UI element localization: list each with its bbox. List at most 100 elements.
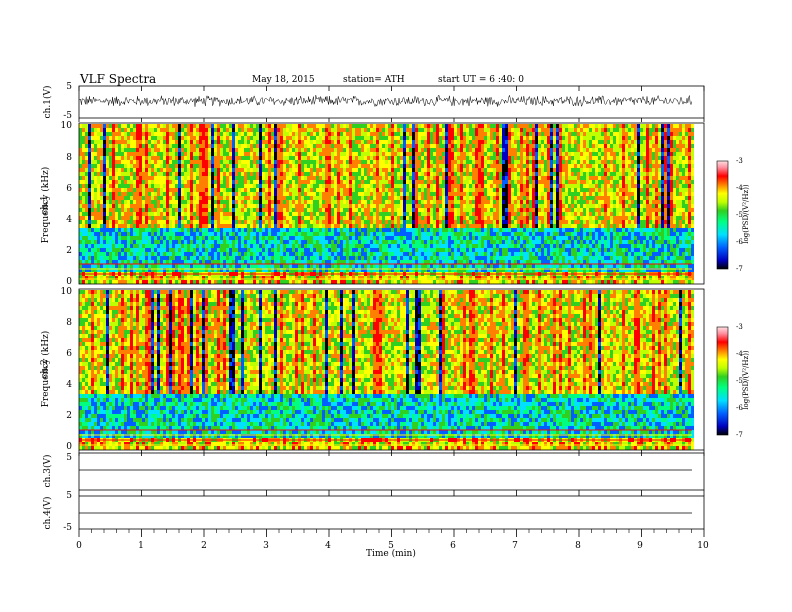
spectrogram-cell xyxy=(409,172,412,176)
spectrogram-cell xyxy=(364,164,367,168)
spectrogram-cell xyxy=(346,184,349,188)
spectrogram-cell xyxy=(238,192,241,196)
spectrogram-cell xyxy=(190,236,193,240)
spectrogram-cell xyxy=(160,248,163,252)
spectrogram-cell xyxy=(292,252,295,256)
spectrogram-cell xyxy=(382,204,385,208)
spectrogram-cell xyxy=(412,192,415,196)
spectrogram-cell xyxy=(85,156,88,160)
spectrogram-cell xyxy=(316,244,319,248)
spectrogram-cell xyxy=(235,152,238,156)
spectrogram-cell xyxy=(112,244,115,248)
spectrogram-cell xyxy=(352,160,355,164)
spectrogram-cell xyxy=(184,196,187,200)
spectrogram-cell xyxy=(262,240,265,244)
spectrogram-cell xyxy=(412,228,415,232)
spectrogram-cell xyxy=(394,260,397,264)
spectrogram-cell xyxy=(376,188,379,192)
spectrogram-cell xyxy=(403,168,406,172)
spectrogram-cell xyxy=(142,168,145,172)
spectrogram-cell xyxy=(100,132,103,136)
spectrogram-cell xyxy=(199,180,202,184)
spectrogram-cell xyxy=(103,212,106,216)
spectrogram-cell xyxy=(118,132,121,136)
spectrogram-cell xyxy=(163,268,166,272)
spectrogram-cell xyxy=(346,260,349,264)
spectrogram-cell xyxy=(166,232,169,236)
spectrogram-cell xyxy=(364,244,367,248)
spectrogram-cell xyxy=(382,236,385,240)
spectrogram-cell xyxy=(325,184,328,188)
spectrogram-cell xyxy=(217,252,220,256)
spectrogram-cell xyxy=(145,180,148,184)
spectrogram-cell xyxy=(439,256,442,260)
spectrogram-cell xyxy=(325,224,328,228)
spectrogram-cell xyxy=(196,152,199,156)
spectrogram-cell xyxy=(196,156,199,160)
spectrogram-cell xyxy=(313,232,316,236)
spectrogram-cell xyxy=(277,180,280,184)
spectrogram-cell xyxy=(97,164,100,168)
spectrogram-cell xyxy=(361,208,364,212)
spectrogram-cell xyxy=(163,128,166,132)
spectrogram-cell xyxy=(232,256,235,260)
ch1-waveform-panel xyxy=(78,94,693,108)
spectrogram-cell xyxy=(289,212,292,216)
spectrogram-cell xyxy=(241,128,244,132)
spectrogram-cell xyxy=(373,280,376,284)
spectrogram-cell xyxy=(250,232,253,236)
spectrogram-cell xyxy=(268,208,271,212)
spectrogram-cell xyxy=(313,256,316,260)
spectrogram-cell xyxy=(349,148,352,152)
spectrogram-cell xyxy=(160,188,163,192)
spectrogram-cell xyxy=(370,260,373,264)
spectrogram-cell xyxy=(382,248,385,252)
spectrogram-cell xyxy=(349,256,352,260)
spectrogram-cell xyxy=(196,176,199,180)
spectrogram-cell xyxy=(304,204,307,208)
spectrogram-cell xyxy=(373,156,376,160)
spectrogram-cell xyxy=(385,164,388,168)
spectrogram-cell xyxy=(325,220,328,224)
spectrogram-cell xyxy=(121,168,124,172)
spectrogram-cell xyxy=(430,144,433,148)
spectrogram-cell xyxy=(388,164,391,168)
spectrogram-cell xyxy=(385,232,388,236)
spectrogram-cell xyxy=(127,236,130,240)
spectrogram-cell xyxy=(274,256,277,260)
spectrogram-cell xyxy=(163,124,166,128)
spectrogram-cell xyxy=(271,124,274,128)
spectrogram-cell xyxy=(424,208,427,212)
spectrogram-cell xyxy=(136,188,139,192)
spectrogram-cell xyxy=(403,232,406,236)
spectrogram-cell xyxy=(166,224,169,228)
spectrogram-cell xyxy=(127,256,130,260)
spectrogram-cell xyxy=(199,188,202,192)
spectrogram-cell xyxy=(433,248,436,252)
spectrogram-cell xyxy=(376,268,379,272)
spectrogram-cell xyxy=(184,168,187,172)
spectrogram-cell xyxy=(202,256,205,260)
spectrogram-cell xyxy=(85,220,88,224)
spectrogram-cell xyxy=(271,204,274,208)
spectrogram-cell xyxy=(421,216,424,220)
spectrogram-cell xyxy=(403,252,406,256)
spectrogram-cell xyxy=(226,220,229,224)
spectrogram-cell xyxy=(130,216,133,220)
spectrogram-cell xyxy=(184,276,187,280)
spectrogram-cell xyxy=(193,188,196,192)
spectrogram-cell xyxy=(358,156,361,160)
spectrogram-cell xyxy=(439,176,442,180)
spectrogram-cell xyxy=(175,208,178,212)
spectrogram-cell xyxy=(97,128,100,132)
spectrogram-cell xyxy=(382,260,385,264)
spectrogram-cell xyxy=(442,264,445,268)
spectrogram-cell xyxy=(274,128,277,132)
spectrogram-cell xyxy=(400,168,403,172)
spectrogram-cell xyxy=(103,260,106,264)
spectrogram-cell xyxy=(307,224,310,228)
spectrogram-cell xyxy=(322,216,325,220)
spectrogram-cell xyxy=(418,140,421,144)
spectrogram-cell xyxy=(313,148,316,152)
spectrogram-cell xyxy=(244,132,247,136)
